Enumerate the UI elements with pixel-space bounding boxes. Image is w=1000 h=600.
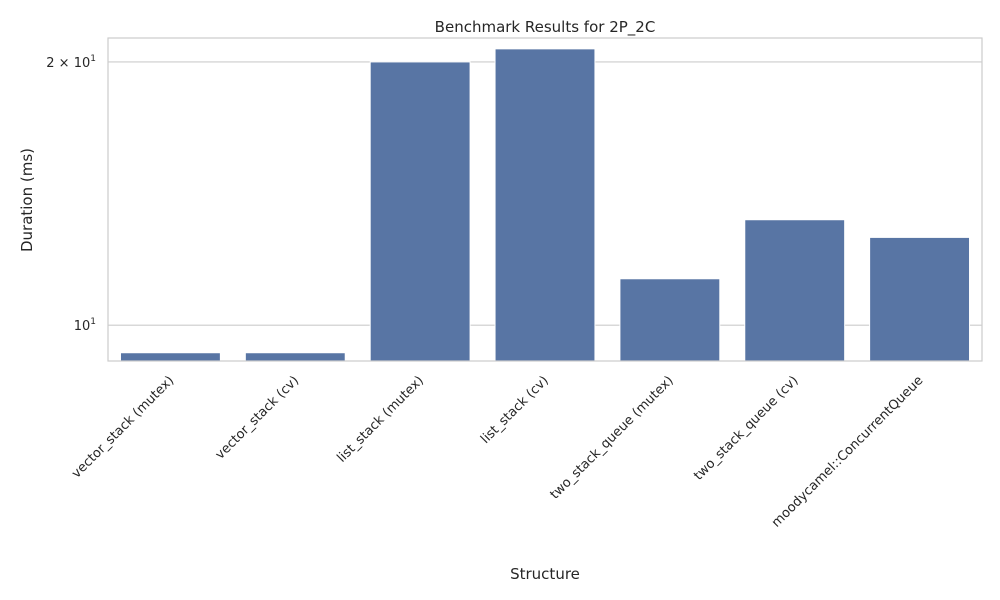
x-tick-label: vector_stack (cv) [213, 373, 302, 462]
y-tick-label: 101 [74, 317, 96, 334]
chart-title: Benchmark Results for 2P_2C [435, 18, 656, 37]
bar [369, 61, 471, 362]
x-tick-label: moodycamel::ConcurrentQueue [769, 373, 926, 530]
bar [244, 352, 346, 362]
x-tick-label: two_stack_queue (cv) [691, 373, 801, 483]
bar [869, 236, 971, 362]
bar [119, 352, 221, 362]
y-axis-title: Duration (ms) [18, 148, 36, 252]
x-tick-label: two_stack_queue (mutex) [548, 373, 677, 502]
bar [619, 278, 721, 362]
x-tick-labels: vector_stack (mutex) vector_stack (cv) lis… [69, 373, 926, 530]
x-tick-label: vector_stack (mutex) [69, 373, 177, 481]
x-axis-title: Structure [510, 565, 580, 583]
x-tick-label: list_stack (cv) [478, 373, 552, 447]
bar [494, 48, 596, 362]
y-tick-labels: 101 2 × 101 [46, 54, 96, 334]
bar [744, 219, 846, 362]
bars [119, 48, 971, 362]
y-tick-label: 2 × 101 [46, 54, 96, 71]
plot-frame [107, 37, 983, 362]
x-tick-label: list_stack (mutex) [334, 373, 427, 466]
